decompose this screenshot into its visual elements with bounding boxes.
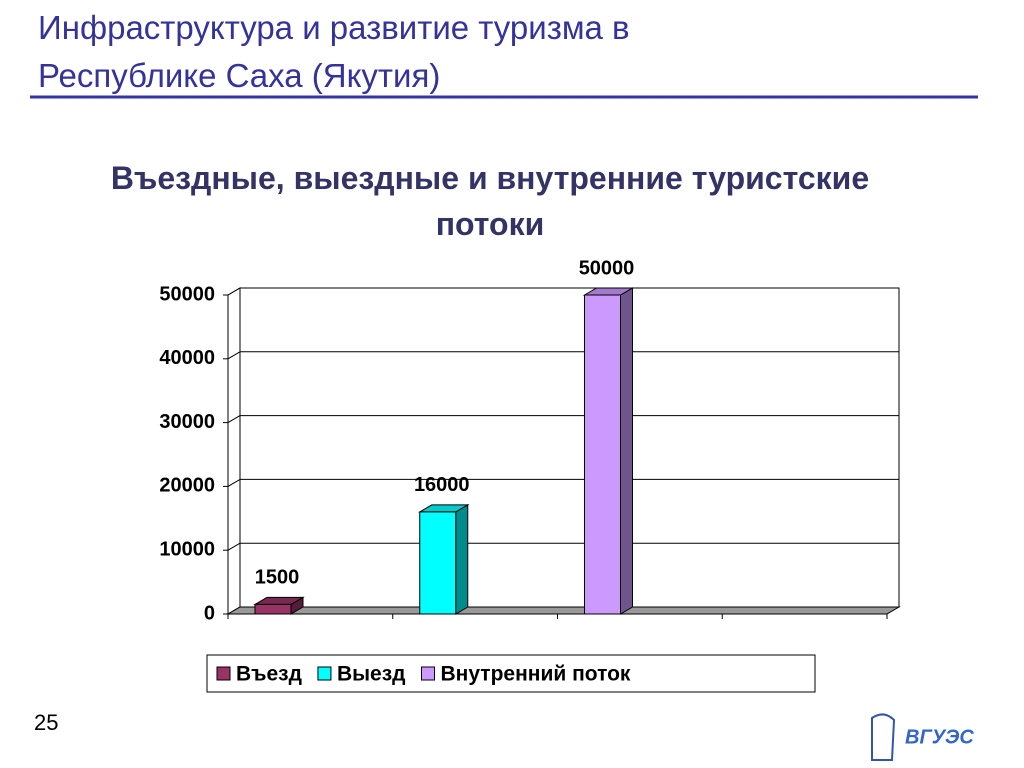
legend-swatch: [317, 666, 332, 681]
back-wall: [239, 287, 900, 608]
legend-label: Внутренний поток: [441, 663, 631, 686]
bar-front: [584, 294, 621, 615]
bar-front: [254, 603, 292, 615]
bar-front: [419, 511, 457, 615]
page-number: 25: [34, 710, 59, 735]
value-label: 16000: [414, 474, 470, 496]
legend-label: Выезд: [337, 663, 406, 686]
y-tick-label: 30000: [159, 411, 215, 433]
y-tick-label: 50000: [159, 283, 215, 305]
bar-side: [455, 504, 469, 615]
legend-swatch: [421, 666, 435, 681]
legend-box: [206, 654, 816, 693]
bar-side: [620, 287, 633, 615]
logo-emblem: [871, 713, 896, 761]
value-label: 50000: [579, 257, 635, 279]
grid-line: [227, 478, 241, 487]
grid-line: [227, 351, 241, 360]
logo: ВГУЭС: [871, 713, 974, 761]
grid-line: [227, 287, 241, 296]
bar: [417, 504, 470, 615]
y-tick-label: 10000: [159, 538, 215, 560]
y-tick-label: 20000: [159, 475, 215, 497]
chart-title-box: Въездные, выездные и внутренние туристск…: [110, 160, 870, 242]
chart-title: Въездные, выездные и внутренние туристск…: [110, 160, 870, 242]
bar: [582, 287, 635, 615]
y-tick-label: 40000: [159, 347, 215, 369]
legend-label: Въезд: [236, 663, 302, 686]
bar: [253, 596, 305, 615]
grid-line: [227, 542, 241, 551]
logo-text: ВГУЭС: [905, 726, 974, 748]
legend-swatch: [216, 666, 231, 681]
floor: [226, 606, 901, 615]
value-label: 1500: [255, 567, 300, 589]
side-wall: [227, 287, 241, 615]
slide-title: Инфраструктура и развитие туризма в Респ…: [38, 9, 630, 94]
y-tick-label: 0: [204, 602, 215, 624]
grid-line: [227, 415, 241, 424]
